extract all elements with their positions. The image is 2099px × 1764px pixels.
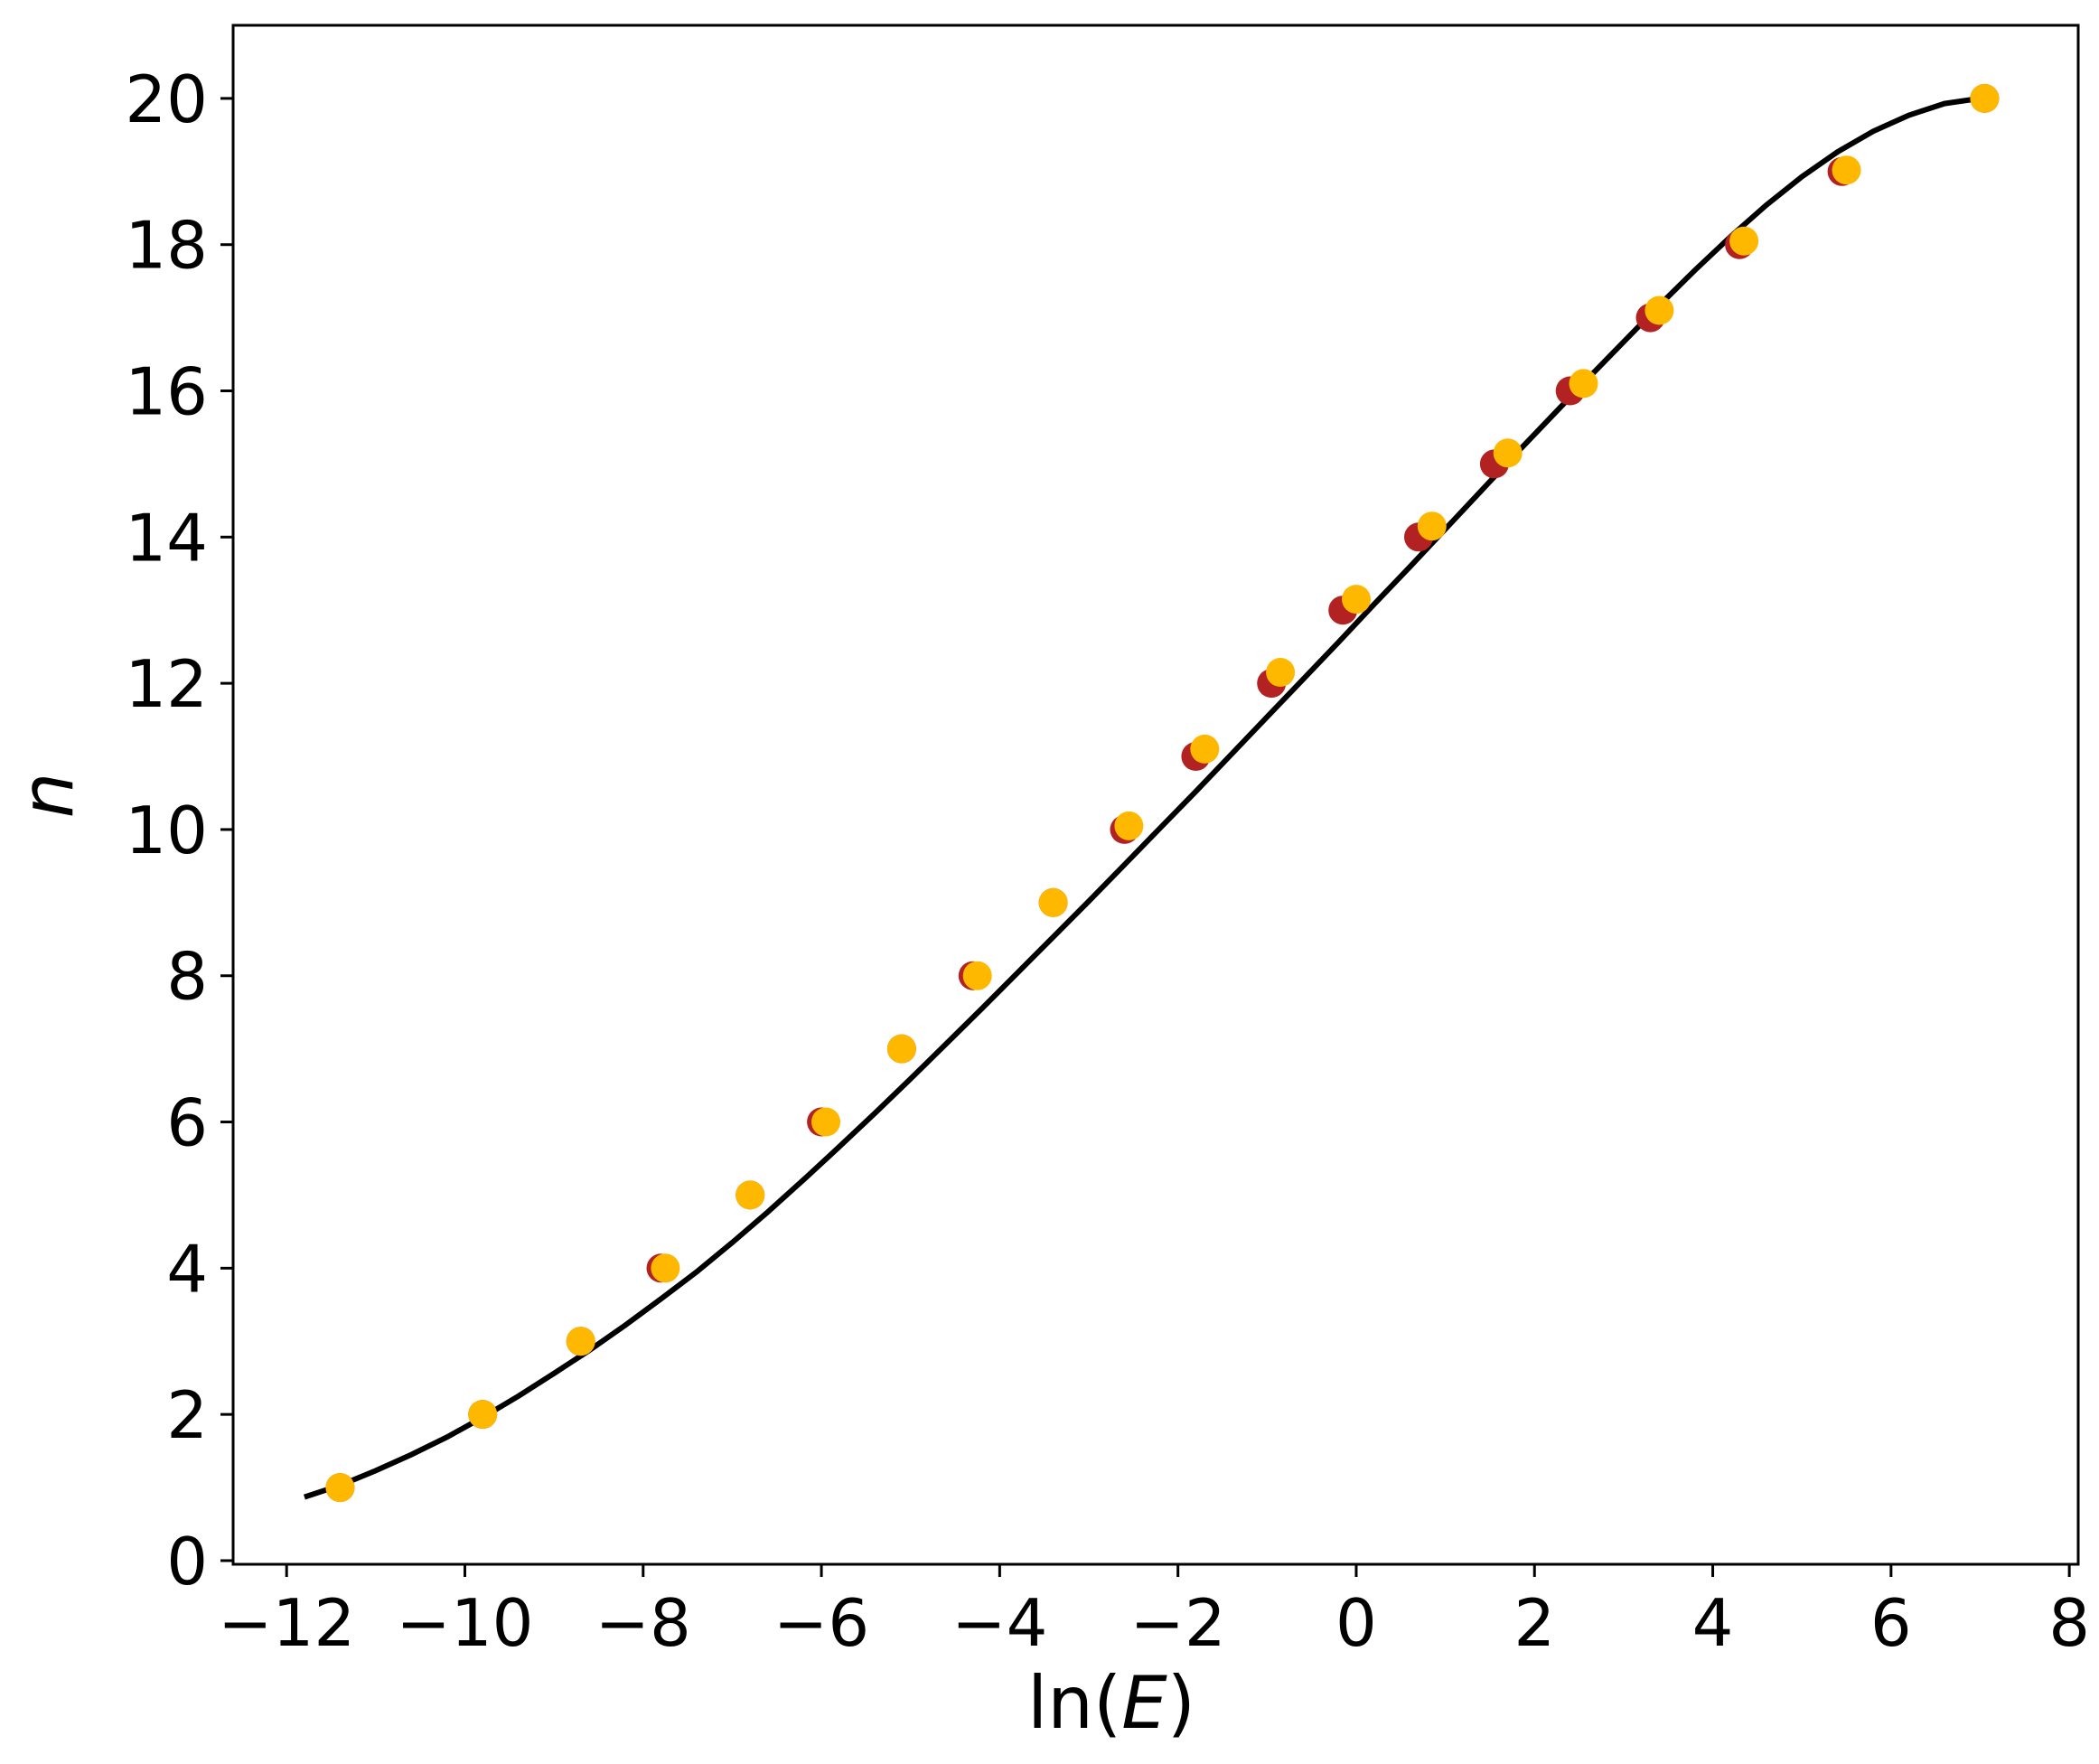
data-point-series-2 — [325, 1473, 355, 1503]
data-point-series-2 — [962, 961, 992, 990]
data-point-series-2 — [1114, 811, 1144, 840]
x-tick-label: −2 — [1130, 1585, 1226, 1661]
data-point-series-2 — [651, 1253, 680, 1283]
plot-frame — [231, 23, 2080, 1566]
y-tick-label: 14 — [125, 500, 208, 576]
data-point-series-2 — [1190, 734, 1220, 764]
x-axis-ticks: −12 −10 −8 −6 −4 −2 0 2 4 6 8 — [218, 1564, 2090, 1661]
y-tick-label: 20 — [125, 61, 208, 137]
x-tick-label: −10 — [397, 1585, 534, 1661]
y-tick-label: 8 — [166, 939, 208, 1015]
x-tick-label: 0 — [1335, 1585, 1377, 1661]
x-tick-label: 6 — [1870, 1585, 1912, 1661]
x-tick-label: −12 — [218, 1585, 355, 1661]
y-tick-label: 4 — [166, 1231, 208, 1307]
fit-curve — [303, 95, 1981, 1500]
data-point-series-2 — [468, 1400, 498, 1430]
y-tick-label: 2 — [166, 1377, 208, 1453]
data-point-series-2 — [811, 1107, 840, 1137]
data-point-series-2 — [1266, 658, 1296, 687]
data-point-series-2 — [1970, 83, 2000, 113]
data-point-series-2 — [886, 1034, 916, 1064]
y-tick-label: 16 — [125, 354, 208, 430]
y-tick-label: 10 — [125, 793, 208, 868]
data-point-series-2 — [1832, 155, 1861, 185]
data-point-series-2 — [1569, 369, 1598, 399]
y-tick-label: 6 — [166, 1085, 208, 1161]
x-tick-label: −4 — [951, 1585, 1047, 1661]
x-tick-label: −8 — [595, 1585, 691, 1661]
data-point-series-2 — [736, 1180, 765, 1210]
y-axis-ticks: 0 2 4 6 8 10 12 14 16 18 20 — [125, 61, 233, 1600]
y-tick-label: 12 — [125, 646, 208, 722]
y-axis-label: n — [5, 773, 89, 819]
x-tick-label: 2 — [1513, 1585, 1555, 1661]
x-tick-label: 8 — [2048, 1585, 2090, 1661]
y-tick-label: 18 — [125, 208, 208, 284]
x-tick-label: −6 — [773, 1585, 869, 1661]
plot-area — [303, 83, 2000, 1503]
y-tick-label: 0 — [166, 1524, 208, 1600]
x-axis-label: ln(E) — [1027, 1661, 1195, 1745]
data-point-series-2 — [1342, 585, 1371, 615]
data-point-series-2 — [1729, 226, 1759, 256]
x-tick-label: 4 — [1692, 1585, 1734, 1661]
data-point-series-2 — [1645, 296, 1674, 325]
data-point-series-2 — [566, 1327, 595, 1356]
data-point-series-2 — [1493, 438, 1523, 468]
data-point-series-2 — [1417, 511, 1447, 541]
data-point-series-2 — [1038, 887, 1068, 917]
